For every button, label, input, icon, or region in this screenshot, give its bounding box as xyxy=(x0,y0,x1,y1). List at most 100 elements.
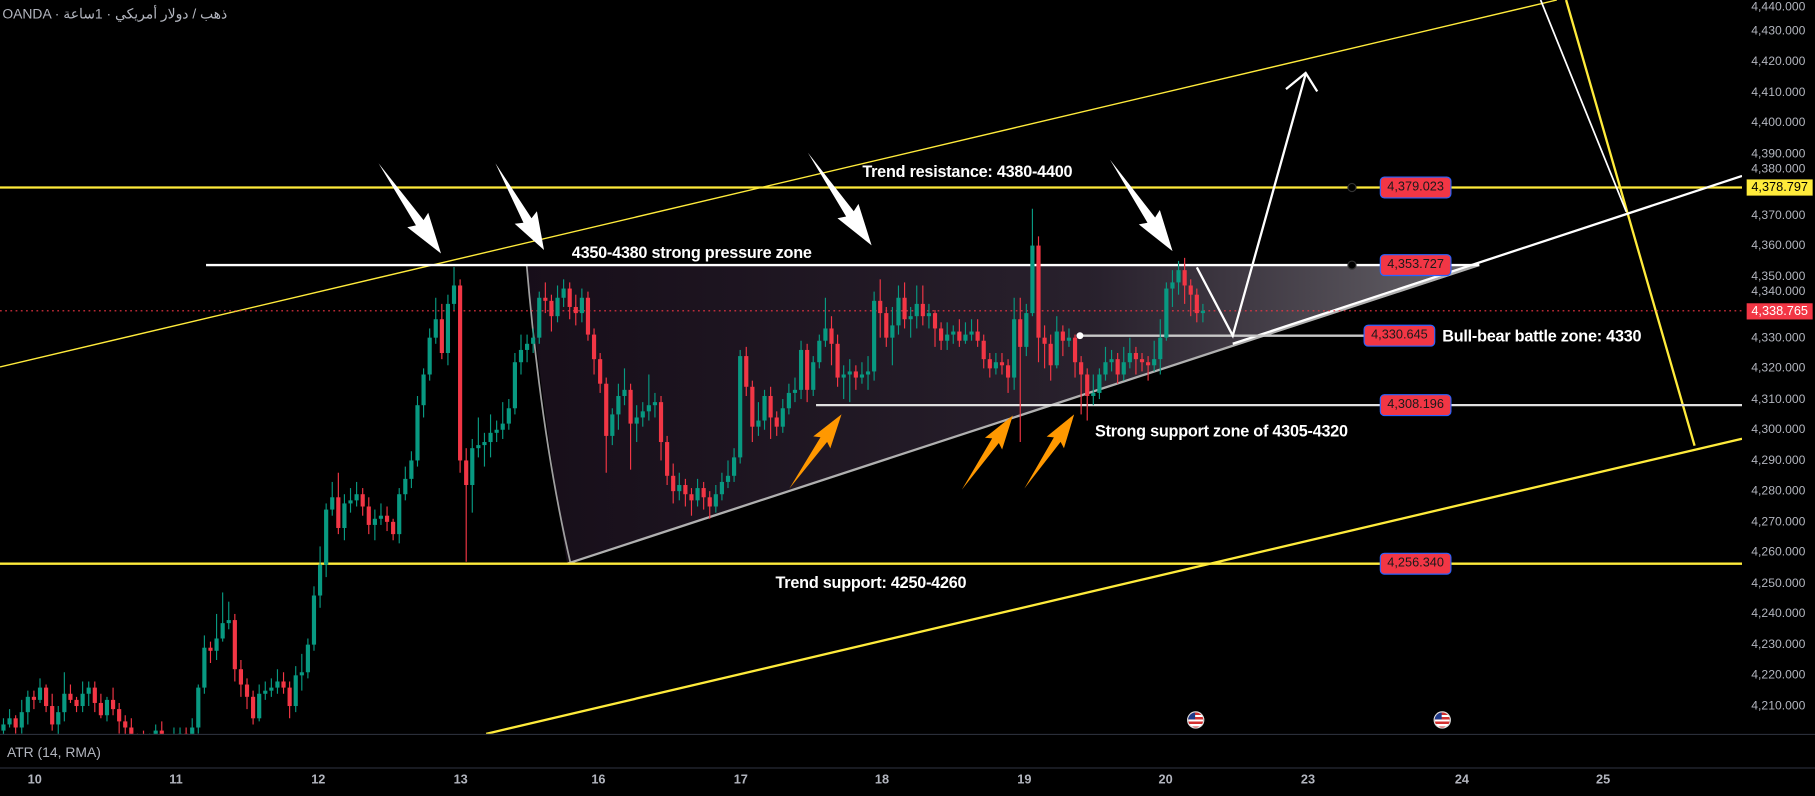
candle[interactable] xyxy=(713,485,718,513)
candle[interactable] xyxy=(999,353,1005,375)
level-anchor-dot[interactable] xyxy=(1347,182,1357,193)
candle[interactable] xyxy=(299,653,304,691)
candle[interactable] xyxy=(330,481,335,516)
candle[interactable] xyxy=(993,353,998,375)
candle[interactable] xyxy=(384,506,390,532)
candle[interactable] xyxy=(421,368,426,418)
candle[interactable] xyxy=(305,638,310,679)
candle[interactable] xyxy=(19,699,24,734)
candle[interactable] xyxy=(1182,257,1187,304)
candle[interactable] xyxy=(110,687,116,716)
candle[interactable] xyxy=(963,322,968,344)
candle[interactable] xyxy=(25,690,30,725)
candle[interactable] xyxy=(470,438,475,513)
candle[interactable] xyxy=(336,472,341,535)
candle[interactable] xyxy=(811,356,816,396)
candle[interactable] xyxy=(835,334,840,387)
candle[interactable] xyxy=(914,285,919,329)
candle[interactable] xyxy=(598,353,603,393)
candle[interactable] xyxy=(926,303,932,329)
candle[interactable] xyxy=(555,285,560,323)
level-label-trend-support[interactable]: 4,256.340 xyxy=(1379,552,1452,575)
candle[interactable] xyxy=(506,399,511,430)
candle[interactable] xyxy=(969,319,974,341)
battle-level-anchor[interactable] xyxy=(1076,332,1084,340)
candle[interactable] xyxy=(567,282,572,320)
candle[interactable] xyxy=(865,356,871,390)
candle[interactable] xyxy=(415,395,420,467)
candle[interactable] xyxy=(445,294,451,366)
candle[interactable] xyxy=(884,306,889,347)
us-flag-icon[interactable] xyxy=(1433,711,1451,729)
candle[interactable] xyxy=(378,503,384,525)
candle[interactable] xyxy=(932,310,938,347)
candle[interactable] xyxy=(7,709,12,728)
candle[interactable] xyxy=(427,328,432,381)
level-label-pressure-top[interactable]: 4,353.727 xyxy=(1379,254,1452,277)
candle[interactable] xyxy=(311,586,317,651)
candle[interactable] xyxy=(287,681,292,719)
candle[interactable] xyxy=(117,702,122,734)
candle[interactable] xyxy=(476,417,481,458)
candle[interactable] xyxy=(1194,288,1199,323)
candle[interactable] xyxy=(744,346,749,396)
candle[interactable] xyxy=(683,478,688,507)
candle[interactable] xyxy=(92,681,97,713)
candle[interactable] xyxy=(433,297,438,344)
candle[interactable] xyxy=(957,319,962,347)
candle[interactable] xyxy=(896,285,901,335)
candle[interactable] xyxy=(196,684,201,734)
candle[interactable] xyxy=(981,334,986,369)
candle[interactable] xyxy=(202,635,207,694)
candle[interactable] xyxy=(616,383,621,430)
candle[interactable] xyxy=(768,386,773,439)
candle[interactable] xyxy=(640,402,645,427)
candle[interactable] xyxy=(1060,325,1065,357)
candle[interactable] xyxy=(622,368,627,406)
candle[interactable] xyxy=(123,715,128,736)
candle[interactable] xyxy=(68,684,73,703)
candle[interactable] xyxy=(945,322,950,350)
candle[interactable] xyxy=(494,420,499,443)
candle[interactable] xyxy=(951,325,956,344)
candle[interactable] xyxy=(1115,353,1120,384)
candle[interactable] xyxy=(1091,374,1096,406)
level-anchor-dot[interactable] xyxy=(1347,260,1357,270)
candle[interactable] xyxy=(1158,319,1163,375)
candle[interactable] xyxy=(738,349,743,464)
us-flag-icon[interactable] xyxy=(1187,711,1205,729)
candle[interactable] xyxy=(1024,303,1029,357)
candle[interactable] xyxy=(397,488,402,544)
candle[interactable] xyxy=(37,678,43,703)
candle[interactable] xyxy=(74,696,79,713)
candle[interactable] xyxy=(853,365,858,390)
candle[interactable] xyxy=(458,279,463,473)
candle[interactable] xyxy=(403,466,408,501)
candle[interactable] xyxy=(658,395,664,461)
candle[interactable] xyxy=(512,353,517,415)
candle[interactable] xyxy=(987,353,992,378)
candle[interactable] xyxy=(1042,325,1047,369)
candle[interactable] xyxy=(226,601,231,630)
candle[interactable] xyxy=(98,693,103,719)
candle[interactable] xyxy=(391,518,396,541)
candle[interactable] xyxy=(263,681,268,700)
candle[interactable] xyxy=(561,279,566,307)
candle[interactable] xyxy=(537,291,542,344)
candle[interactable] xyxy=(878,279,883,338)
candle[interactable] xyxy=(939,322,944,350)
candle[interactable] xyxy=(677,472,682,501)
candle[interactable] xyxy=(153,724,158,749)
candle[interactable] xyxy=(488,414,493,458)
candle[interactable] xyxy=(1079,356,1084,415)
candle[interactable] xyxy=(269,678,274,697)
candle[interactable] xyxy=(524,334,530,363)
candle[interactable] xyxy=(1103,346,1108,381)
candle[interactable] xyxy=(1152,340,1157,372)
candle[interactable] xyxy=(1200,303,1205,323)
candle[interactable] xyxy=(628,383,633,470)
candle[interactable] xyxy=(798,340,804,400)
white-down-arrow-icon[interactable] xyxy=(807,152,872,246)
white-down-arrow-icon[interactable] xyxy=(495,163,545,251)
